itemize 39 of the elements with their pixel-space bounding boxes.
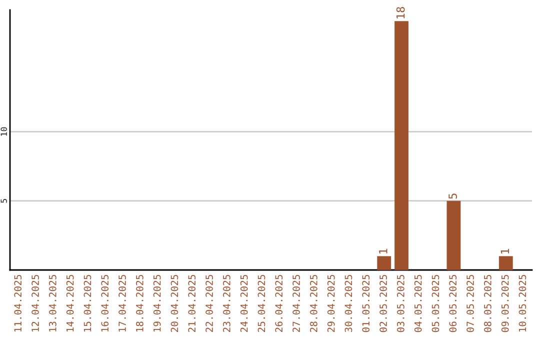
x-tick-label: 15.04.2025: [84, 274, 92, 332]
x-tick-label: 27.04.2025: [292, 274, 300, 332]
x-tick-label: 19.04.2025: [153, 274, 161, 332]
x-tick-label: 18.04.2025: [136, 274, 144, 332]
x-tick-label: 30.04.2025: [344, 274, 352, 332]
x-tick-label: 01.05.2025: [362, 274, 370, 332]
x-tick-label: 29.04.2025: [327, 274, 335, 332]
x-tick-label: 13.04.2025: [48, 274, 56, 332]
x-tick-label: 12.04.2025: [32, 274, 39, 332]
x-tick-label: 11.04.2025: [14, 274, 22, 332]
x-tick-label: 26.04.2025: [275, 274, 283, 332]
x-tick-label: 08.05.2025: [484, 274, 492, 332]
bar: [394, 21, 408, 270]
x-tick-label: 14.04.2025: [66, 274, 74, 332]
x-tick-label: 23.04.2025: [222, 274, 230, 332]
bar: [446, 200, 461, 270]
x-tick-label: 16.04.2025: [101, 274, 109, 332]
x-tick-label: 10.05.2025: [518, 274, 526, 332]
bar: [498, 256, 513, 270]
y-tick-label: 10: [0, 127, 7, 136]
x-tick-label: 02.05.2025: [380, 274, 387, 332]
x-tick-label: 28.04.2025: [310, 274, 318, 332]
x-tick-label: 24.04.2025: [240, 274, 248, 332]
x-tick-label: 04.05.2025: [414, 274, 422, 332]
bar: [377, 256, 392, 270]
x-tick-label: 17.04.2025: [118, 274, 126, 332]
x-tick-label: 07.05.2025: [466, 274, 474, 332]
data-label: 18: [396, 7, 405, 18]
x-tick-label: 21.04.2025: [188, 274, 196, 332]
x-tick-label: 05.05.2025: [432, 274, 440, 332]
x-tick-label: 03.05.2025: [396, 274, 404, 332]
x-tick-label: 20.04.2025: [170, 274, 178, 332]
data-label: 5: [448, 194, 457, 199]
x-tick-label: 22.04.2025: [206, 274, 213, 332]
data-label: 1: [500, 248, 509, 254]
x-tick-label: 06.05.2025: [449, 274, 457, 332]
x-tick-label: 25.04.2025: [258, 274, 266, 332]
data-label: 1: [379, 248, 388, 254]
x-tick-label: 09.05.2025: [501, 274, 509, 332]
